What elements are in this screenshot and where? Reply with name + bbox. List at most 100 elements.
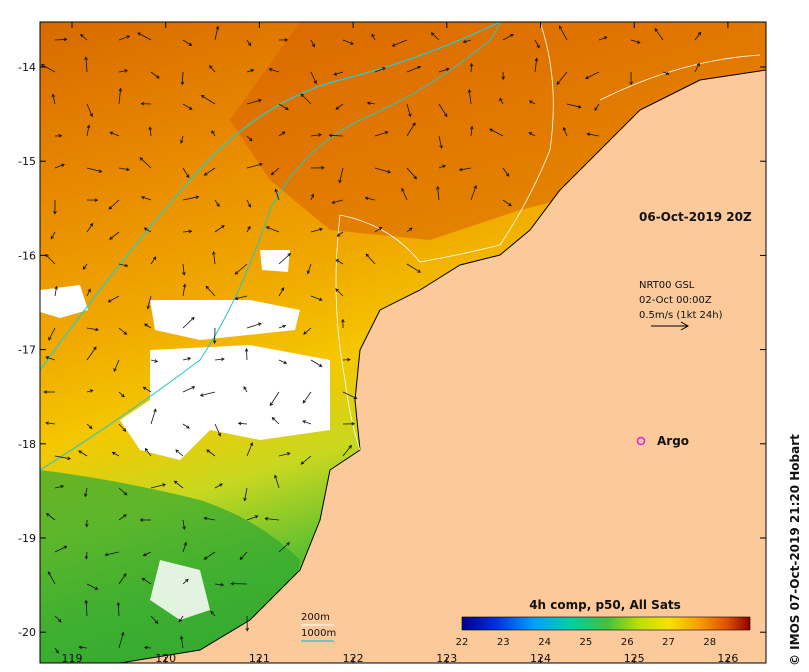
current-vector-head (462, 39, 467, 44)
current-vector (365, 197, 376, 201)
current-vector-head (124, 69, 128, 73)
current-vector (332, 199, 344, 204)
current-vector-head (215, 25, 220, 30)
current-vector-head (104, 552, 109, 557)
current-vector (86, 346, 97, 361)
lat-tick-label: -14 (18, 61, 36, 74)
current-vector (180, 636, 184, 649)
current-vector (118, 487, 127, 496)
current-vector (374, 227, 383, 233)
current-vector-head (366, 101, 371, 106)
current-vector-head (182, 526, 186, 530)
current-vector-head (139, 157, 144, 161)
current-vector-head (111, 451, 116, 456)
current-vector-head (80, 33, 84, 38)
current-vector (302, 391, 312, 404)
current-vector-head (142, 386, 147, 390)
current-vector-head (269, 402, 274, 407)
current-vector (246, 163, 263, 169)
current-vector (54, 546, 67, 553)
current-vector (178, 615, 184, 623)
current-vector-head (162, 483, 167, 487)
current-vector (78, 450, 88, 457)
current-vector (182, 263, 185, 275)
current-vector (566, 103, 581, 108)
current-vector (182, 519, 185, 530)
current-vector-head (185, 578, 189, 583)
current-vector-head (528, 100, 533, 104)
current-vector-head (489, 128, 493, 132)
current-vector-head (247, 42, 252, 47)
current-vector (204, 551, 216, 560)
current-vector-head (206, 449, 210, 453)
current-vector-head (302, 399, 307, 404)
current-vector (246, 348, 248, 361)
current-vector (563, 127, 568, 137)
current-vector (108, 295, 120, 303)
current-vector-head (534, 57, 539, 62)
current-vector (275, 189, 280, 201)
current-vector (374, 167, 391, 173)
current-vector (529, 100, 536, 105)
current-vector (118, 423, 126, 432)
current-vector-head (87, 288, 91, 293)
current-vector (438, 135, 442, 149)
current-vector (86, 327, 99, 331)
current-vector-head (319, 227, 323, 232)
current-vector-head (122, 428, 127, 432)
current-vector-head (220, 582, 225, 587)
coastline (119, 69, 766, 663)
current-vector-head (200, 95, 205, 99)
current-vector-head (318, 133, 322, 137)
current-vector (118, 632, 124, 649)
current-vector (265, 518, 280, 521)
current-vector-head (217, 432, 222, 437)
current-vector (210, 611, 216, 617)
lat-tick-label: -20 (18, 626, 36, 639)
current-vector-head (528, 132, 533, 136)
current-vector-head (63, 37, 68, 42)
current-vector-head (310, 193, 315, 198)
current-vector-head (364, 196, 369, 201)
current-vector (244, 487, 248, 501)
current-vector (86, 423, 93, 429)
colorbar-tick-label: 27 (662, 637, 675, 648)
current-vector (392, 39, 408, 47)
cloud-mask (40, 250, 330, 620)
current-vector-head (654, 28, 659, 32)
current-vector (52, 94, 56, 105)
current-vector-head (186, 174, 190, 179)
current-vector (113, 359, 120, 372)
current-vector (118, 263, 128, 267)
colorbar: 4h comp, p50, All Sats 22 23 24 25 26 27 28 (456, 598, 751, 648)
current-vector (118, 167, 130, 171)
current-vector (438, 68, 450, 73)
current-vector-head (137, 32, 141, 36)
current-vector (534, 39, 540, 48)
current-vector (585, 71, 600, 79)
current-vector-head (126, 35, 131, 39)
current-vector-head (237, 421, 242, 426)
current-vector-head (51, 93, 56, 98)
current-vector-head (365, 253, 370, 258)
current-vector-head (123, 331, 128, 335)
current-vector-head (501, 76, 505, 81)
current-vector-head (333, 72, 338, 76)
current-vector-head (211, 130, 215, 134)
current-vector (559, 25, 568, 41)
scale-arrow (651, 321, 690, 331)
current-vector (213, 251, 216, 265)
current-vector-head (247, 225, 251, 230)
current-vector-head (265, 226, 270, 230)
current-vector (300, 455, 312, 465)
current-vector-head (313, 80, 317, 85)
current-vector-head (121, 393, 125, 398)
current-vector (147, 295, 152, 309)
current-vector-head (188, 42, 193, 46)
current-vector (246, 323, 262, 329)
current-vector-head (417, 269, 422, 273)
current-vector-head (210, 610, 214, 615)
current-vector-head (335, 106, 340, 110)
current-vector (406, 122, 416, 137)
current-vector (45, 422, 56, 425)
